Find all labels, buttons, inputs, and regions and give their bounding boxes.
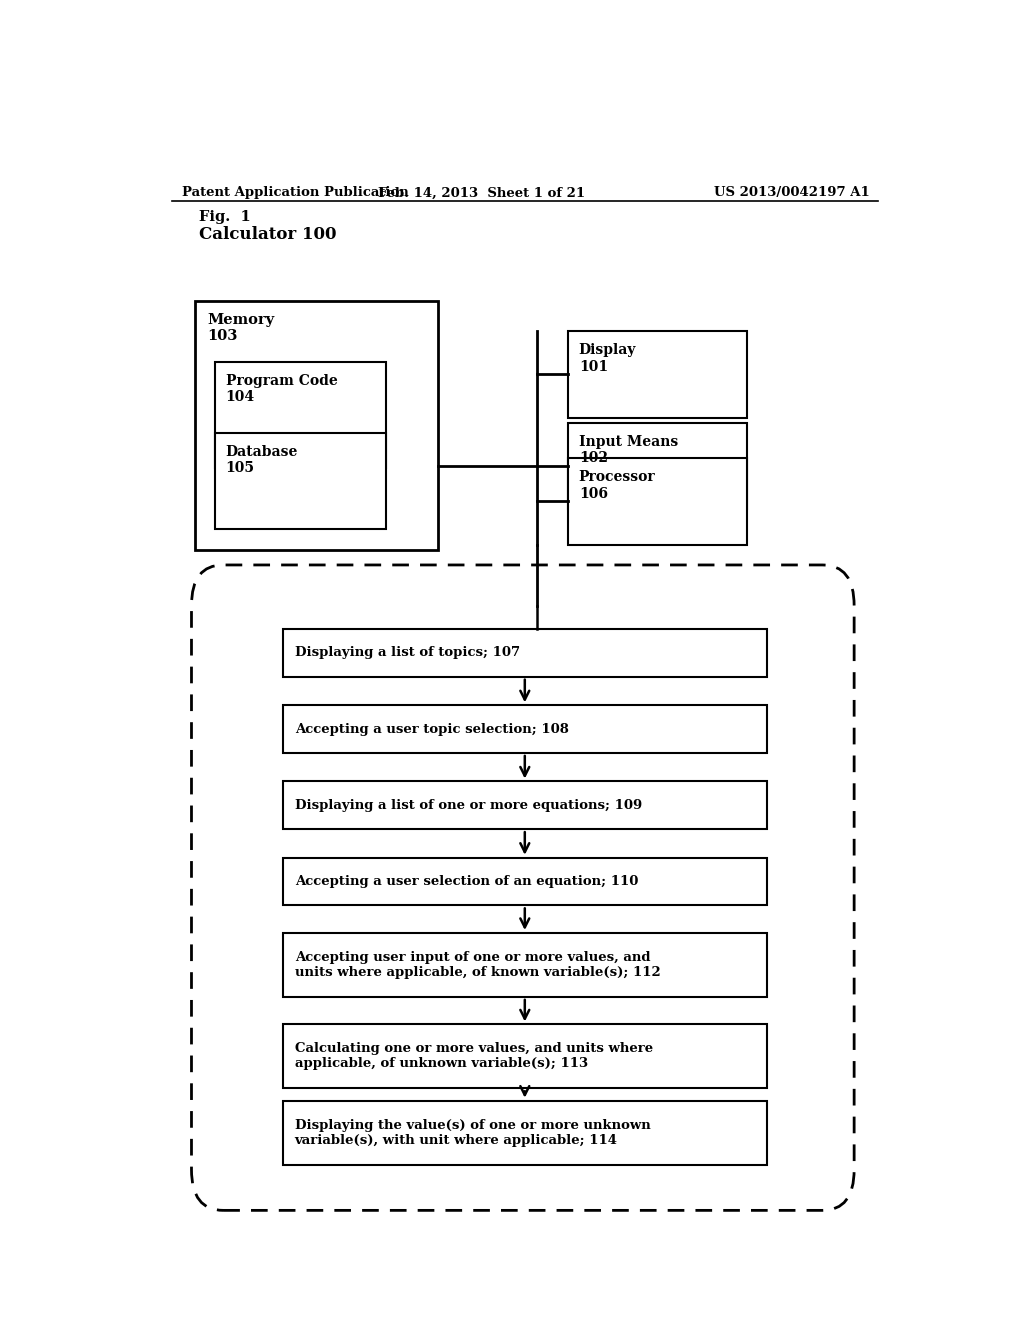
Text: Database
105: Database 105 (225, 445, 298, 475)
Text: Fig.  1: Fig. 1 (200, 210, 251, 224)
Text: Memory
103: Memory 103 (207, 313, 274, 343)
Text: Accepting a user selection of an equation; 110: Accepting a user selection of an equatio… (295, 875, 638, 888)
FancyBboxPatch shape (196, 301, 437, 549)
FancyBboxPatch shape (215, 362, 386, 469)
FancyBboxPatch shape (568, 422, 748, 510)
FancyBboxPatch shape (283, 858, 767, 906)
Text: Displaying a list of one or more equations; 109: Displaying a list of one or more equatio… (295, 799, 642, 812)
FancyBboxPatch shape (568, 458, 748, 545)
Text: Calculator 100: Calculator 100 (200, 226, 337, 243)
FancyBboxPatch shape (215, 433, 386, 529)
FancyBboxPatch shape (283, 1024, 767, 1089)
Text: Accepting a user topic selection; 108: Accepting a user topic selection; 108 (295, 722, 568, 735)
FancyBboxPatch shape (283, 933, 767, 997)
Text: Patent Application Publication: Patent Application Publication (182, 186, 409, 199)
Text: Accepting user input of one or more values, and
units where applicable, of known: Accepting user input of one or more valu… (295, 950, 660, 979)
Text: Displaying the value(s) of one or more unknown
variable(s), with unit where appl: Displaying the value(s) of one or more u… (295, 1118, 650, 1147)
Text: Displaying a list of topics; 107: Displaying a list of topics; 107 (295, 647, 520, 660)
Text: Display
101: Display 101 (579, 343, 636, 374)
Text: Processor
106: Processor 106 (579, 470, 655, 500)
Text: Program Code
104: Program Code 104 (225, 374, 337, 404)
Text: US 2013/0042197 A1: US 2013/0042197 A1 (715, 186, 870, 199)
FancyBboxPatch shape (283, 1101, 767, 1164)
Text: Calculating one or more values, and units where
applicable, of unknown variable(: Calculating one or more values, and unit… (295, 1043, 652, 1071)
Text: Feb. 14, 2013  Sheet 1 of 21: Feb. 14, 2013 Sheet 1 of 21 (378, 186, 585, 199)
FancyBboxPatch shape (283, 781, 767, 829)
FancyBboxPatch shape (568, 331, 748, 417)
Text: Input Means
102: Input Means 102 (579, 434, 678, 465)
FancyBboxPatch shape (283, 630, 767, 677)
FancyBboxPatch shape (283, 705, 767, 752)
